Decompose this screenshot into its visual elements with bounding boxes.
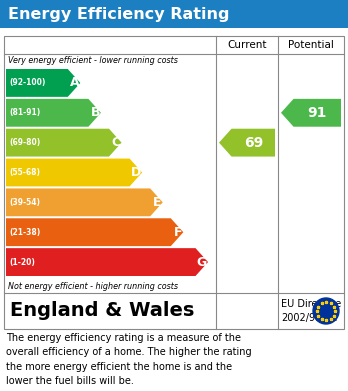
- Polygon shape: [6, 99, 101, 127]
- Polygon shape: [6, 159, 142, 187]
- Bar: [4, 293, 344, 329]
- Text: (1-20): (1-20): [9, 258, 35, 267]
- Text: Not energy efficient - higher running costs: Not energy efficient - higher running co…: [8, 282, 178, 291]
- Text: (21-38): (21-38): [9, 228, 40, 237]
- Text: (69-80): (69-80): [9, 138, 40, 147]
- Text: The energy efficiency rating is a measure of the
overall efficiency of a home. T: The energy efficiency rating is a measur…: [6, 333, 252, 386]
- Text: (55-68): (55-68): [9, 168, 40, 177]
- Text: (81-91): (81-91): [9, 108, 40, 117]
- Text: Current: Current: [227, 40, 267, 50]
- Text: C: C: [111, 136, 120, 149]
- Circle shape: [313, 298, 339, 324]
- Text: Potential: Potential: [288, 40, 334, 50]
- Text: G: G: [197, 256, 207, 269]
- Text: D: D: [131, 166, 141, 179]
- Polygon shape: [6, 129, 121, 156]
- Text: F: F: [174, 226, 182, 239]
- Polygon shape: [219, 129, 275, 156]
- Polygon shape: [6, 69, 80, 97]
- Polygon shape: [6, 188, 163, 216]
- Text: EU Directive
2002/91/EC: EU Directive 2002/91/EC: [281, 300, 341, 323]
- Polygon shape: [6, 248, 208, 276]
- Polygon shape: [6, 218, 183, 246]
- Polygon shape: [281, 99, 341, 127]
- Bar: [0, 0, 348, 28]
- Text: 69: 69: [244, 136, 263, 150]
- Bar: [4, 36, 344, 329]
- Text: E: E: [153, 196, 162, 209]
- Text: A: A: [70, 76, 79, 90]
- Text: (92-100): (92-100): [9, 79, 45, 88]
- Text: 91: 91: [308, 106, 327, 120]
- Text: (39-54): (39-54): [9, 198, 40, 207]
- Text: B: B: [90, 106, 100, 119]
- Text: Energy Efficiency Rating: Energy Efficiency Rating: [8, 7, 229, 22]
- Text: Very energy efficient - lower running costs: Very energy efficient - lower running co…: [8, 56, 178, 65]
- Text: England & Wales: England & Wales: [10, 301, 195, 321]
